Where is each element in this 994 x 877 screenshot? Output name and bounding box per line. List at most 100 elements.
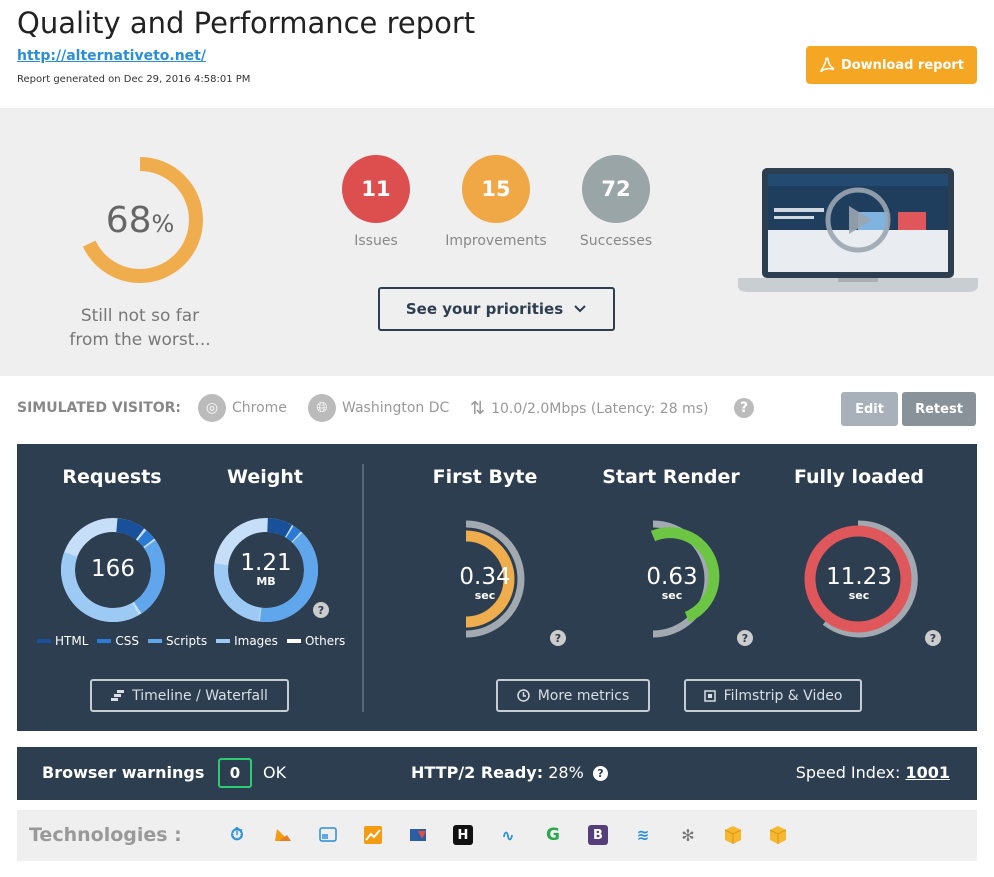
requests-title: Requests [62,466,162,488]
http2-ready-label: HTTP/2 Ready: [411,763,544,782]
analytics-tech-icon[interactable] [363,825,383,845]
pdf-icon [819,57,835,72]
technologies-bar: Technologies : ⏱︎ H ∿ G B ≋ ✻ [17,810,977,861]
visitor-connection: ⇅ 10.0/2.0Mbps (Latency: 28 ms) [470,398,708,419]
weight-donut [214,518,318,622]
improvements-label: Improvements [445,233,547,249]
resource-legend: HTML CSS Scripts Images Others [37,634,345,648]
browser-tech-icon[interactable] [318,825,338,845]
visitor-browser-label: Chrome [232,400,287,416]
browser-warnings-status: OK [263,763,287,782]
visitor-help[interactable]: ? [734,398,754,418]
start-render-help-icon[interactable]: ? [737,630,753,646]
requests-value: 166 [91,556,135,582]
legend-html: HTML [37,634,88,648]
package-tech-icon[interactable] [723,825,743,845]
first-byte-help-icon[interactable]: ? [550,630,566,646]
start-render-gauge [650,520,720,638]
score-value: 68% [70,200,210,241]
report-timestamp: Report generated on Dec 29, 2016 4:58:01… [17,74,251,85]
see-priorities-label: See your priorities [405,300,564,318]
score-caption: Still not so far from the worst... [40,304,240,352]
metrics-panel: Requests 166 Weight 1.21 MB ? HTML CSS S… [17,444,977,731]
technologies-title: Technologies : [29,824,182,846]
fully-loaded-gauge [804,520,918,638]
g-tech-icon[interactable]: G [546,825,560,845]
issues-label: Issues [354,233,398,249]
http2-help-icon[interactable]: ? [593,766,608,781]
download-report-button[interactable]: Download report [806,46,977,84]
chrome-icon: ◎ [198,394,226,422]
wave-tech-icon[interactable]: ∿ [501,825,515,845]
successes-label: Successes [579,233,653,249]
requests-segment-css [61,518,165,622]
more-metrics-label: More metrics [537,687,630,704]
weight-unit: MB [256,575,276,588]
more-metrics-button[interactable]: More metrics [496,679,650,712]
visitor-browser: ◎ Chrome [198,394,287,422]
page-title: Quality and Performance report [17,6,476,40]
h-tech-icon[interactable]: H [453,825,473,845]
requests-segment-scripts [61,518,165,622]
legend-scripts: Scripts [148,634,207,648]
fully-loaded-help-icon[interactable]: ? [925,630,941,646]
browser-warnings-title: Browser warnings [42,763,205,782]
laptop-screenshot-preview[interactable] [738,168,978,298]
stopwatch-icon[interactable]: ⏱︎ [230,825,244,845]
package-tech-icon-2[interactable] [768,825,788,845]
speed-index-value[interactable]: 1001 [905,763,950,782]
timeline-waterfall-label: Timeline / Waterfall [132,687,268,704]
download-report-label: Download report [840,57,965,73]
waterfall-icon [111,689,125,701]
simulated-visitor-title: SIMULATED VISITOR: [17,400,182,416]
legend-css: CSS [97,634,139,648]
transfer-arrows-icon: ⇅ [470,398,486,419]
spinner-tech-icon[interactable]: ✻ [681,825,695,845]
summary-panel: 68% Still not so far from the worst... 1… [0,108,994,376]
legend-images: Images [216,634,278,648]
speed-index: Speed Index: 1001 [796,763,950,782]
requests-donut [61,518,165,622]
weight-title: Weight [227,466,303,488]
weight-help-icon[interactable]: ? [313,602,329,618]
fully-loaded-value: 11.23 [826,564,892,590]
cloudflare-tech-icon[interactable] [273,825,293,845]
visitor-connection-label: 10.0/2.0Mbps (Latency: 28 ms) [491,400,709,417]
score-caption-line1: Still not so far [80,306,200,326]
ad-tech-icon[interactable] [408,825,428,845]
score-gauge-arc [77,157,203,283]
start-render-title: Start Render [602,466,740,488]
filmstrip-video-label: Filmstrip & Video [723,687,843,704]
edit-button[interactable]: Edit [841,392,898,426]
see-priorities-button[interactable]: See your priorities [378,287,615,331]
timeline-waterfall-button[interactable]: Timeline / Waterfall [90,679,289,712]
http2-ready: HTTP/2 Ready: 28% [411,763,584,782]
improvements-count-bubble[interactable]: 15 [462,155,530,223]
weight-value: 1.21 [240,550,292,576]
start-render-unit: sec [661,589,683,602]
issues-count-bubble[interactable]: 11 [342,155,410,223]
requests-segment-html [61,518,165,622]
weight-segment-css [214,518,318,622]
chevron-down-icon [574,305,586,313]
visitor-location-label: Washington DC [342,400,450,416]
help-icon[interactable]: ? [734,398,754,418]
score-gauge [77,157,203,283]
simulated-visitor-bar: SIMULATED VISITOR: ◎ Chrome 🌐︎ Washingto… [0,376,994,444]
filmstrip-video-button[interactable]: Filmstrip & Video [684,679,862,712]
bootstrap-icon[interactable]: B [588,825,608,845]
fully-loaded-unit: sec [848,589,870,602]
first-byte-title: First Byte [432,466,538,488]
speed-index-label: Speed Index: [795,763,901,782]
metrics-divider [362,464,364,712]
jquery-icon[interactable]: ≋ [636,826,650,844]
clock-icon [516,689,530,702]
retest-button[interactable]: Retest [902,392,976,426]
browser-warnings-count[interactable]: 0 [218,758,252,788]
fully-loaded-title: Fully loaded [793,466,925,488]
site-url-link[interactable]: http://alternativeto.net/ [17,48,206,64]
successes-count-bubble[interactable]: 72 [582,155,650,223]
first-byte-gauge [465,520,525,638]
http2-ready-value: 28% [548,763,584,782]
browser-warnings-bar: Browser warnings 0 OK HTTP/2 Ready: 28% … [17,747,977,800]
